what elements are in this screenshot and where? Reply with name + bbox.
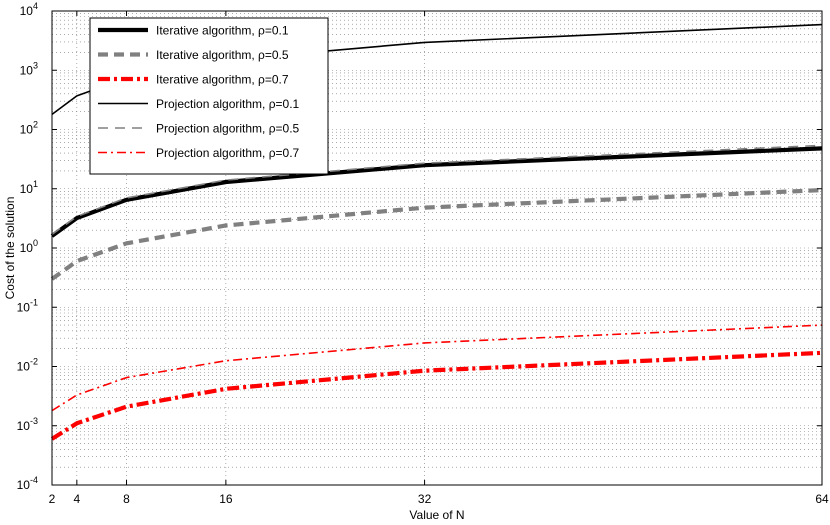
legend-box (89, 17, 329, 175)
series-line-3 (50, 350, 823, 441)
series-line-6 (51, 324, 823, 412)
legend-label: Iterative algorithm, ρ=0.5 (156, 48, 289, 62)
series-line-2 (50, 187, 823, 281)
x-tick-label: 32 (418, 492, 432, 506)
y-tick-label: 104 (20, 1, 38, 18)
y-tick-label: 100 (20, 238, 38, 255)
series-line-5 (51, 144, 823, 235)
x-tick-label: 64 (815, 492, 829, 506)
y-tick-label: 10-2 (17, 357, 38, 374)
legend-label: Projection algorithm, ρ=0.7 (156, 146, 300, 160)
legend: Iterative algorithm, ρ=0.1 Iterative algo… (89, 17, 329, 175)
x-tick-labels: 2 4 8 16 32 64 (49, 492, 829, 506)
tick-layer (51, 10, 823, 486)
x-tick-label: 8 (123, 492, 130, 506)
legend-label: Projection algorithm, ρ=0.1 (156, 97, 300, 111)
x-tick-label: 4 (73, 492, 80, 506)
x-tick-label: 16 (219, 492, 233, 506)
y-tick-label: 102 (20, 120, 38, 137)
series-line-1 (50, 146, 823, 238)
legend-label: Iterative algorithm, ρ=0.7 (156, 73, 289, 87)
y-tick-label: 10-1 (17, 297, 38, 314)
legend-label: Iterative algorithm, ρ=0.1 (156, 24, 289, 38)
x-axis-label: Value of N (409, 508, 464, 522)
y-axis-label: Cost of the solution (3, 197, 17, 300)
y-tick-label: 10-3 (17, 416, 38, 433)
y-tick-labels: 10-4 10-3 10-2 10-1 100 101 102 103 104 (17, 1, 38, 492)
x-tick-label: 2 (49, 492, 56, 506)
y-tick-label: 101 (20, 179, 38, 196)
y-tick-label: 103 (20, 60, 38, 77)
y-tick-label: 10-4 (17, 475, 38, 492)
legend-label: Projection algorithm, ρ=0.5 (156, 122, 300, 136)
